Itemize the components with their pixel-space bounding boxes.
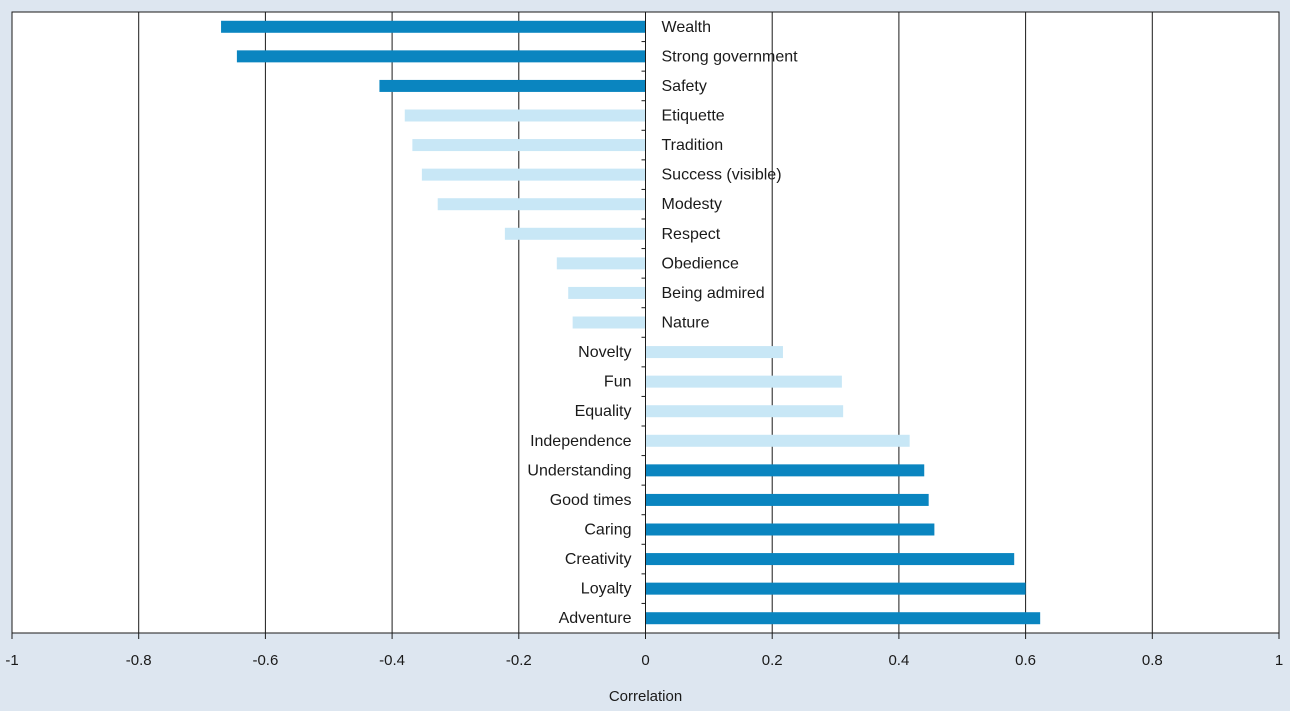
bar	[421, 168, 646, 181]
x-tick-label: -0.8	[126, 652, 152, 669]
x-tick-label: 0.2	[762, 652, 783, 669]
bar	[412, 139, 646, 152]
bars	[221, 20, 1041, 625]
category-labels: Wealth Strong government Safety Etiquette Tr…	[527, 19, 798, 627]
category-label: Wealth	[662, 19, 712, 36]
x-tick-labels: -1 -0.8 -0.6 -0.4 -0.2 0 0.2 0.4 0.6 0.8 1	[5, 652, 1283, 669]
axes	[11, 11, 1280, 639]
category-label: Success (visible)	[662, 167, 782, 184]
category-label: Strong government	[662, 48, 799, 65]
bar	[568, 286, 646, 299]
category-label: Tradition	[662, 137, 724, 154]
bar	[236, 50, 646, 63]
x-axis-label: Correlation	[609, 688, 682, 705]
bar	[645, 493, 929, 506]
x-tick-label: 0	[641, 652, 649, 669]
x-tick-label: -0.2	[506, 652, 532, 669]
bar	[645, 346, 783, 359]
category-label: Adventure	[559, 610, 632, 627]
x-tick-label: -1	[5, 652, 18, 669]
bar	[504, 227, 646, 240]
category-label: Fun	[604, 374, 632, 391]
x-tick-label: -0.4	[379, 652, 405, 669]
bar	[645, 582, 1026, 595]
bar	[645, 375, 842, 388]
category-label: Good times	[550, 492, 632, 509]
category-label: Respect	[662, 226, 721, 243]
category-label: Etiquette	[662, 108, 725, 125]
category-label: Obedience	[662, 255, 739, 272]
category-label: Creativity	[565, 551, 632, 568]
category-label: Modesty	[662, 196, 722, 213]
x-tick-label: -0.6	[252, 652, 278, 669]
bar	[645, 434, 910, 447]
bar	[645, 464, 925, 477]
bar	[556, 257, 646, 270]
category-label: Caring	[584, 522, 631, 539]
bar	[645, 523, 935, 536]
category-label: Nature	[662, 315, 710, 332]
category-label: Safety	[662, 78, 707, 95]
category-label: Loyalty	[581, 581, 632, 598]
bar	[404, 109, 646, 122]
x-tick-label: 1	[1275, 652, 1283, 669]
bar	[572, 316, 646, 329]
x-tick-label: 0.4	[888, 652, 909, 669]
x-tick-label: 0.8	[1142, 652, 1163, 669]
x-tick-label: 0.6	[1015, 652, 1036, 669]
category-label: Equality	[575, 403, 632, 420]
category-label: Being admired	[662, 285, 765, 302]
bar	[645, 612, 1041, 625]
bar	[221, 20, 646, 33]
bar	[645, 405, 844, 418]
bar	[645, 553, 1015, 566]
bar	[379, 79, 646, 92]
bar	[437, 198, 646, 211]
category-label: Understanding	[527, 462, 631, 479]
category-label: Independence	[530, 433, 632, 450]
category-label: Novelty	[578, 344, 631, 361]
